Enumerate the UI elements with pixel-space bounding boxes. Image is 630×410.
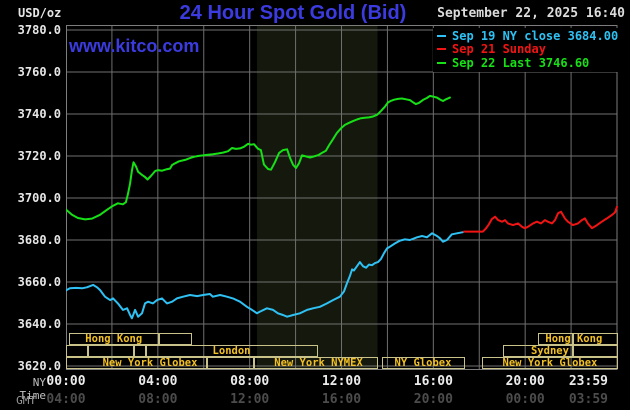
legend-item-sep21: Sep 21 Sunday [437, 42, 618, 57]
x-axis-gmt-tick: 20:00 [413, 392, 453, 407]
y-axis-label: 3780.0 [17, 23, 61, 37]
gmt-axis-label: GMT [16, 394, 36, 407]
session-box [206, 357, 254, 369]
x-axis-gmt-tick: 12:00 [230, 392, 270, 407]
legend: Sep 19 NY close 3684.00 Sep 21 Sunday Se… [433, 28, 625, 72]
chart-canvas [65, 25, 618, 370]
legend-dash-icon [437, 34, 446, 37]
plot-area [65, 25, 618, 370]
legend-item-label: Sep 21 Sunday [452, 42, 546, 57]
session-box [145, 345, 319, 357]
y-axis-label: 3740.0 [17, 107, 61, 121]
x-axis-ny-tick: 20:00 [505, 374, 545, 389]
y-axis-label: 3680.0 [17, 233, 61, 247]
session-label: New York Globex [502, 357, 598, 369]
kitco-link[interactable]: www.kitco.com [69, 36, 200, 56]
y-axis-label: 3700.0 [17, 191, 61, 205]
session-box [502, 345, 573, 357]
session-label: Hong Kong [85, 333, 143, 345]
session-box [158, 333, 193, 345]
legend-dash-icon [437, 61, 446, 64]
session-box [537, 333, 574, 345]
x-axis-ny-tick: 12:00 [321, 374, 362, 389]
session-box [133, 345, 146, 357]
legend-item-label: Sep 19 NY close 3684.00 [452, 28, 619, 43]
legend-dash-icon [437, 48, 446, 51]
session-box [572, 345, 618, 357]
session-label: London [212, 345, 251, 357]
y-axis-unit-label: USD/oz [18, 6, 62, 20]
chart-datetime: September 22, 2025 16:40 [437, 6, 625, 21]
y-axis-label: 3620.0 [17, 359, 61, 373]
session-label: New York Globex [102, 357, 198, 369]
ny-time-axis-label: NY Time [19, 376, 47, 402]
session-label: New York NYMEX [274, 357, 363, 369]
x-axis-gmt-tick: 08:00 [138, 392, 178, 407]
session-box [88, 345, 134, 357]
x-axis-gmt-tick: 03:59 [568, 392, 608, 407]
legend-item-sep22: Sep 22 Last 3746.60 [437, 56, 618, 70]
session-box [66, 345, 89, 357]
session-label: NY Globex [394, 357, 452, 369]
y-axis-label: 3760.0 [17, 65, 61, 79]
x-axis-ny-tick: 23:59 [568, 374, 608, 389]
y-axis-label: 3720.0 [17, 149, 61, 163]
x-axis-ny-tick: 04:00 [138, 374, 178, 389]
session-label: Hong Kong [545, 333, 603, 345]
legend-item-sep19: Sep 19 NY close 3684.00 [437, 29, 618, 43]
legend-item-label: Sep 22 Last 3746.60 [452, 55, 590, 70]
x-axis-gmt-tick: 00:00 [505, 392, 545, 407]
x-axis-gmt-tick: 04:00 [46, 392, 86, 407]
session-box [381, 357, 465, 369]
session-label: Sydney [530, 345, 569, 357]
y-axis-label: 3660.0 [17, 275, 61, 289]
x-axis-ny-tick: 08:00 [230, 374, 270, 389]
session-box [68, 333, 159, 345]
session-box [253, 357, 378, 369]
session-box [482, 357, 618, 369]
chart-title: 24 Hour Spot Gold (Bid) [179, 2, 407, 24]
x-axis-ny-tick: 00:00 [46, 374, 86, 389]
session-box [66, 357, 207, 369]
x-axis-gmt-tick: 16:00 [321, 392, 362, 407]
x-axis-ny-tick: 16:00 [413, 374, 453, 389]
y-axis-label: 3640.0 [17, 317, 61, 331]
session-box [573, 333, 618, 345]
